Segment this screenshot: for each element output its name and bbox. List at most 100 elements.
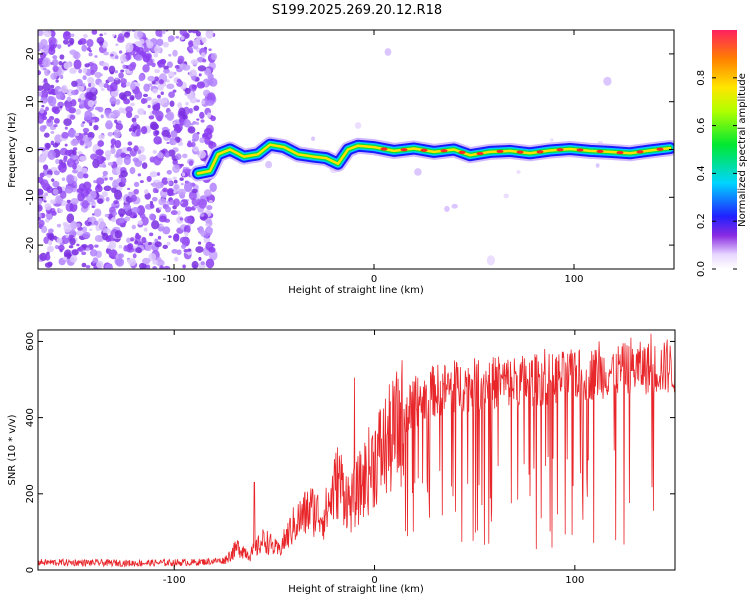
noise-blob [180, 199, 189, 208]
noise-blob [80, 122, 85, 128]
noise-blob [59, 105, 63, 109]
ridge-peak [516, 150, 524, 154]
noise-blob [55, 91, 64, 100]
noise-blob [144, 192, 152, 200]
noise-blob [69, 202, 78, 213]
colorbar-label: Normalized spectral amplitude [737, 73, 748, 227]
snr-panel: -100 0 100 0 200 400 600 Height of straight l… [7, 329, 676, 595]
noise-blob [57, 101, 65, 108]
noise-blob [102, 232, 109, 241]
noise-blob [172, 89, 177, 93]
noise-blob [158, 207, 162, 210]
noise-blob [188, 40, 194, 48]
noise-blob [53, 170, 60, 176]
noise-blob [134, 114, 140, 119]
noise-blob [161, 129, 170, 137]
noise-blob [66, 199, 71, 204]
ridge-peak [636, 150, 644, 154]
noise-blob [139, 38, 145, 45]
noise-blob [184, 206, 193, 212]
noise-blob [82, 75, 87, 81]
ridge-peak [380, 147, 388, 151]
noise-blob [66, 89, 74, 97]
noise-blob [137, 149, 142, 155]
noise-blob [105, 153, 111, 161]
noise-blob [70, 139, 79, 147]
noise-blob [58, 208, 64, 214]
noise-blob [68, 37, 75, 45]
noise-blob [135, 131, 141, 137]
noise-blob [182, 114, 188, 120]
colorbar-axis: 0.0 0.2 0.4 0.6 0.8 [696, 70, 737, 277]
noise-blob [71, 231, 77, 236]
spectrogram-noise [38, 30, 612, 269]
noise-blob [130, 102, 135, 107]
noise-blob [70, 89, 79, 96]
noise-blob [195, 121, 200, 125]
noise-blob [209, 182, 217, 193]
noise-blob [94, 244, 99, 248]
noise-blob [143, 83, 150, 92]
noise-blob [120, 170, 128, 178]
noise-blob [160, 224, 164, 227]
noise-blob [206, 112, 212, 118]
noise-blob [107, 245, 113, 249]
noise-blob [75, 223, 81, 228]
noise-blob [165, 151, 170, 158]
noise-blob [141, 162, 148, 169]
noise-blob [184, 216, 193, 224]
noise-blob [77, 192, 85, 202]
noise-blob [44, 192, 49, 197]
noise-blob [184, 87, 191, 95]
noise-blob [81, 200, 89, 209]
colorbar [712, 30, 737, 269]
noise-blob [188, 160, 194, 167]
noise-blob [82, 67, 88, 74]
noise-blob [89, 190, 97, 199]
y-tick-label: 10 [25, 95, 36, 108]
noise-blob [152, 259, 159, 265]
noise-blob [151, 220, 160, 230]
noise-blob [90, 87, 97, 93]
noise-blob [132, 253, 137, 259]
noise-blob [206, 205, 213, 211]
noise-blob [81, 251, 87, 256]
noise-blob [188, 191, 197, 201]
noise-blob [103, 185, 112, 192]
noise-blob [84, 63, 90, 68]
noise-blob [158, 98, 163, 102]
noise-blob [107, 161, 114, 166]
noise-blob [84, 145, 88, 149]
noise-blob [172, 49, 178, 57]
noise-blob [140, 126, 148, 135]
noise-blob [311, 136, 316, 141]
noise-blob [68, 245, 74, 249]
noise-blob [151, 80, 156, 85]
ridge-peak [458, 150, 466, 154]
noise-blob [154, 69, 160, 74]
noise-blob [85, 247, 90, 252]
figure-title: S199.2025.269.20.12.R18 [272, 3, 442, 18]
noise-blob [122, 64, 127, 70]
noise-blob [43, 200, 47, 203]
noise-blob [109, 96, 117, 105]
noise-blob [64, 143, 68, 147]
noise-blob [168, 235, 172, 238]
noise-blob [127, 64, 136, 72]
noise-blob [52, 55, 58, 60]
noise-blob [163, 65, 169, 70]
noise-blob [184, 231, 189, 237]
noise-blob [192, 120, 197, 125]
noise-blob [208, 140, 214, 146]
noise-blob [79, 155, 87, 162]
noise-blob [184, 181, 193, 193]
spectrogram-ridge [190, 136, 674, 182]
noise-blob [52, 180, 60, 188]
noise-blob [180, 35, 185, 40]
noise-blob [70, 255, 78, 263]
noise-blob [157, 83, 164, 91]
noise-blob [179, 30, 187, 36]
noise-blob [110, 90, 119, 97]
noise-blob [115, 99, 121, 105]
